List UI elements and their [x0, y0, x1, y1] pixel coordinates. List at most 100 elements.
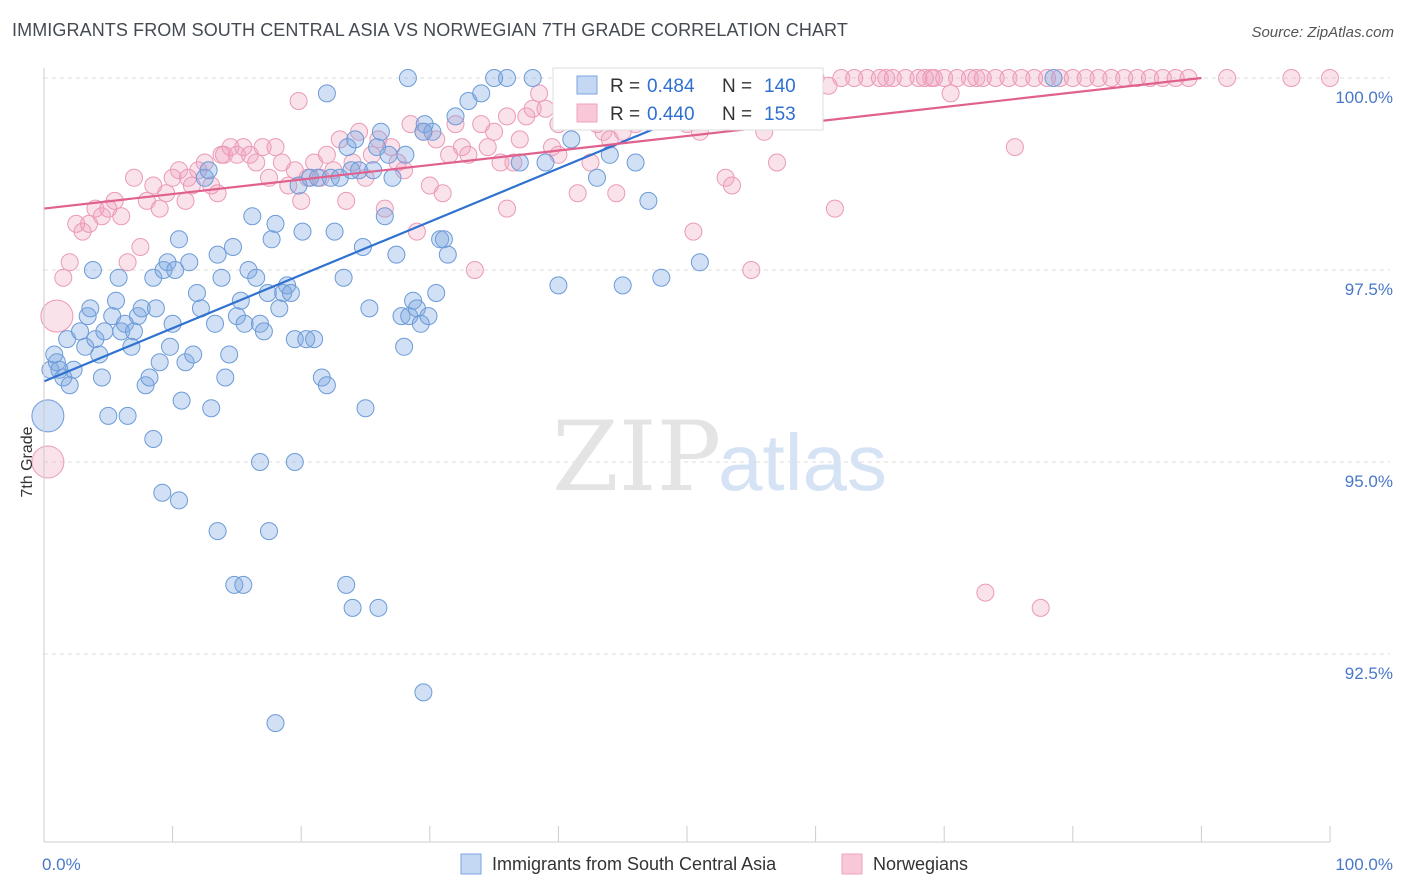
data-point-south-central-asia: [31, 399, 65, 433]
data-point-south-central-asia: [338, 138, 357, 157]
data-point-south-central-asia: [208, 522, 227, 541]
data-point-norwegians: [976, 583, 995, 602]
data-point-south-central-asia: [220, 345, 239, 364]
data-point-norwegians: [179, 168, 197, 187]
data-point-south-central-asia: [81, 299, 100, 318]
data-point-south-central-asia: [118, 406, 137, 425]
data-point-south-central-asia: [472, 84, 491, 103]
data-point-south-central-asia: [392, 307, 411, 326]
data-point-south-central-asia: [369, 598, 388, 617]
watermark-zip: ZIP: [552, 401, 721, 513]
data-point-south-central-asia: [216, 368, 235, 387]
data-point-norwegians: [967, 69, 986, 87]
data-point-south-central-asia: [235, 314, 254, 333]
data-point-south-central-asia: [180, 253, 199, 272]
data-point-norwegians: [498, 107, 516, 126]
data-point-norwegians: [86, 199, 105, 218]
data-point-norwegians: [465, 261, 484, 279]
data-point-norwegians: [607, 184, 626, 203]
data-point-norwegians: [742, 261, 761, 279]
data-point-south-central-asia: [161, 337, 179, 356]
data-point-norwegians: [1321, 69, 1339, 87]
data-point-norwegians: [498, 199, 516, 218]
data-point-south-central-asia: [360, 299, 379, 318]
chart-title: IMMIGRANTS FROM SOUTH CENTRAL ASIA VS NO…: [12, 20, 848, 40]
y-axis-label: 7th Grade: [19, 426, 36, 497]
data-point-norwegians: [941, 84, 960, 103]
data-point-south-central-asia: [95, 322, 114, 341]
data-point-norwegians: [253, 138, 272, 157]
data-point-south-central-asia: [371, 122, 390, 141]
data-point-norwegians: [510, 130, 529, 149]
data-point-south-central-asia: [146, 299, 165, 318]
data-point-norwegians: [337, 191, 356, 210]
data-point-norwegians: [1102, 69, 1121, 87]
data-point-norwegians: [523, 99, 542, 118]
data-point-south-central-asia: [125, 322, 143, 341]
data-point-south-central-asia: [639, 191, 658, 210]
data-point-south-central-asia: [71, 322, 89, 341]
y-tick-label: 95.0%: [1345, 472, 1393, 491]
data-point-norwegians: [150, 199, 169, 218]
data-point-norwegians: [40, 299, 74, 333]
data-point-south-central-asia: [438, 245, 457, 264]
data-point-south-central-asia: [1044, 69, 1063, 87]
data-point-norwegians: [375, 199, 394, 218]
data-point-south-central-asia: [266, 214, 285, 233]
data-point-south-central-asia: [199, 161, 218, 180]
legend-n-label-2: N =: [722, 104, 752, 125]
data-point-norwegians: [1218, 69, 1237, 87]
data-point-south-central-asia: [431, 230, 450, 249]
x-tick-label: 0.0%: [42, 855, 81, 874]
data-point-norwegians: [112, 207, 131, 226]
data-point-south-central-asia: [427, 284, 446, 302]
data-point-south-central-asia: [247, 268, 266, 287]
data-point-south-central-asia: [270, 299, 289, 318]
data-point-south-central-asia: [262, 230, 281, 249]
data-point-norwegians: [221, 138, 240, 157]
data-point-norwegians: [909, 69, 928, 87]
legend-bottom: Immigrants from South Central Asia Norwe…: [460, 853, 968, 875]
data-point-south-central-asia: [293, 222, 312, 241]
y-tick-label: 97.5%: [1345, 280, 1393, 299]
data-point-norwegians: [317, 145, 336, 164]
data-point-south-central-asia: [396, 145, 415, 164]
data-point-south-central-asia: [254, 322, 273, 341]
data-point-norwegians: [73, 222, 92, 241]
data-point-south-central-asia: [562, 130, 581, 149]
data-point-south-central-asia: [356, 399, 375, 418]
legend-r-label-1: R =: [610, 76, 640, 97]
legend-bottom-swatch-pink: [841, 853, 863, 875]
data-point-norwegians: [768, 153, 786, 172]
legend-n-label-1: N =: [722, 76, 752, 97]
y-tick-label: 92.5%: [1345, 664, 1393, 683]
legend-top: R = 0.484 N = 140 R = 0.440 N = 153: [552, 67, 824, 131]
data-point-norwegians: [118, 253, 137, 272]
data-point-south-central-asia: [172, 391, 191, 410]
data-point-south-central-asia: [414, 683, 433, 702]
data-point-south-central-asia: [144, 430, 163, 448]
data-point-norwegians: [1128, 69, 1147, 87]
data-point-south-central-asia: [317, 84, 336, 103]
y-tick-label: 100.0%: [1335, 88, 1393, 107]
data-point-south-central-asia: [419, 307, 438, 326]
data-point-norwegians: [883, 69, 902, 87]
data-point-south-central-asia: [234, 575, 253, 594]
data-point-south-central-asia: [243, 207, 262, 226]
data-point-norwegians: [1031, 598, 1050, 617]
data-point-norwegians: [176, 191, 195, 210]
data-point-norwegians: [948, 69, 967, 87]
data-point-south-central-asia: [652, 268, 671, 287]
data-point-norwegians: [452, 138, 471, 157]
data-point-south-central-asia: [446, 107, 465, 126]
data-point-south-central-asia: [485, 69, 504, 87]
data-point-norwegians: [1005, 138, 1024, 157]
data-point-norwegians: [330, 130, 349, 149]
data-point-norwegians: [825, 199, 844, 218]
legend-n-value-1: 140: [764, 76, 796, 97]
data-point-south-central-asia: [281, 284, 300, 302]
data-point-norwegians: [870, 69, 889, 87]
data-point-norwegians: [716, 168, 735, 187]
data-point-norwegians: [292, 191, 311, 210]
data-point-south-central-asia: [395, 337, 414, 356]
